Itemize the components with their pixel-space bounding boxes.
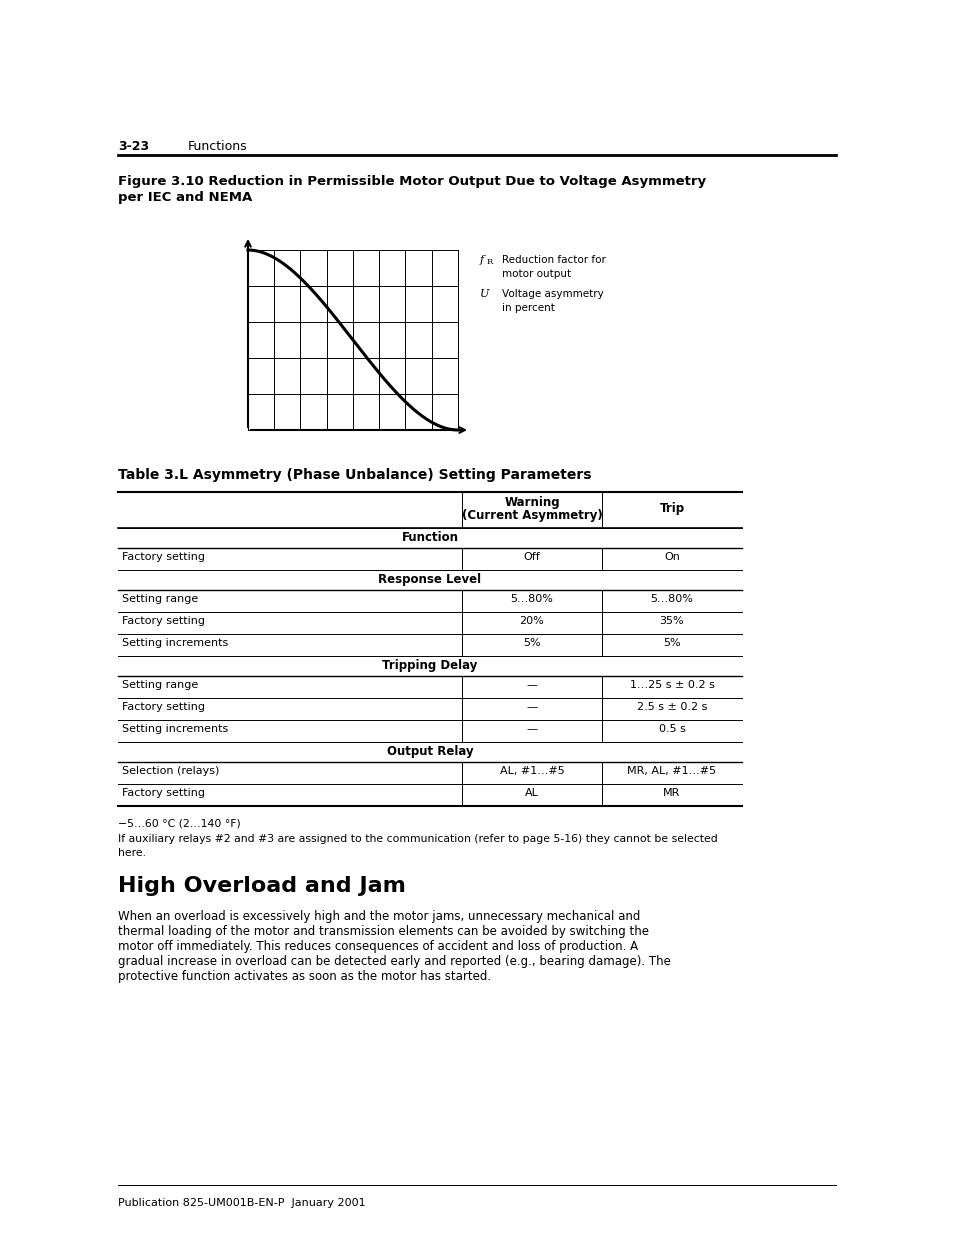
Text: Voltage asymmetry: Voltage asymmetry <box>501 289 603 299</box>
Text: On: On <box>663 552 679 562</box>
Text: U: U <box>479 289 489 299</box>
Text: Function: Function <box>401 531 458 543</box>
Text: If auxiliary relays #2 and #3 are assigned to the communication (refer to page 5: If auxiliary relays #2 and #3 are assign… <box>118 834 717 844</box>
Text: 5%: 5% <box>662 638 680 648</box>
Text: 35%: 35% <box>659 616 683 626</box>
Text: here.: here. <box>118 848 146 858</box>
Text: Setting increments: Setting increments <box>122 724 228 734</box>
Text: 5…80%: 5…80% <box>650 594 693 604</box>
Text: 5%: 5% <box>522 638 540 648</box>
Text: −5…60 °C (2…140 °F): −5…60 °C (2…140 °F) <box>118 818 240 827</box>
Text: Functions: Functions <box>188 140 248 153</box>
Text: Warning: Warning <box>503 496 559 509</box>
Text: thermal loading of the motor and transmission elements can be avoided by switchi: thermal loading of the motor and transmi… <box>118 925 648 939</box>
Text: motor off immediately. This reduces consequences of accident and loss of product: motor off immediately. This reduces cons… <box>118 940 638 953</box>
Text: Reduction factor for: Reduction factor for <box>501 254 605 266</box>
Text: Response Level: Response Level <box>378 573 481 585</box>
Text: per IEC and NEMA: per IEC and NEMA <box>118 191 252 204</box>
Text: Figure 3.10 Reduction in Permissible Motor Output Due to Voltage Asymmetry: Figure 3.10 Reduction in Permissible Mot… <box>118 175 705 188</box>
Text: Setting range: Setting range <box>122 594 198 604</box>
Text: f: f <box>479 254 483 266</box>
Text: Factory setting: Factory setting <box>122 616 205 626</box>
Text: MR, AL, #1…#5: MR, AL, #1…#5 <box>627 766 716 776</box>
Text: Tripping Delay: Tripping Delay <box>382 659 477 672</box>
Text: Factory setting: Factory setting <box>122 701 205 713</box>
Text: Off: Off <box>523 552 539 562</box>
Text: protective function activates as soon as the motor has started.: protective function activates as soon as… <box>118 969 491 983</box>
Text: 1…25 s ± 0.2 s: 1…25 s ± 0.2 s <box>629 680 714 690</box>
Text: 5…80%: 5…80% <box>510 594 553 604</box>
Text: Factory setting: Factory setting <box>122 552 205 562</box>
Text: AL, #1…#5: AL, #1…#5 <box>499 766 564 776</box>
Text: Table 3.L Asymmetry (Phase Unbalance) Setting Parameters: Table 3.L Asymmetry (Phase Unbalance) Se… <box>118 468 591 482</box>
Text: Publication 825-UM001B-EN-P  January 2001: Publication 825-UM001B-EN-P January 2001 <box>118 1198 365 1208</box>
Text: MR: MR <box>662 788 680 798</box>
Text: —: — <box>526 724 537 734</box>
Text: AL: AL <box>524 788 538 798</box>
Text: R: R <box>486 258 493 266</box>
Text: in percent: in percent <box>501 303 555 312</box>
Text: When an overload is excessively high and the motor jams, unnecessary mechanical : When an overload is excessively high and… <box>118 910 639 923</box>
Text: 0.5 s: 0.5 s <box>658 724 684 734</box>
Text: 3-23: 3-23 <box>118 140 149 153</box>
Text: Setting increments: Setting increments <box>122 638 228 648</box>
Text: Factory setting: Factory setting <box>122 788 205 798</box>
Text: Setting range: Setting range <box>122 680 198 690</box>
Text: High Overload and Jam: High Overload and Jam <box>118 876 405 897</box>
Text: motor output: motor output <box>501 269 571 279</box>
Text: gradual increase in overload can be detected early and reported (e.g., bearing d: gradual increase in overload can be dete… <box>118 955 670 968</box>
Text: Selection (relays): Selection (relays) <box>122 766 219 776</box>
Text: (Current Asymmetry): (Current Asymmetry) <box>461 509 601 522</box>
Text: 20%: 20% <box>519 616 544 626</box>
Text: —: — <box>526 680 537 690</box>
Text: 2.5 s ± 0.2 s: 2.5 s ± 0.2 s <box>637 701 706 713</box>
Text: —: — <box>526 701 537 713</box>
Text: Trip: Trip <box>659 501 684 515</box>
Text: Output Relay: Output Relay <box>386 745 473 758</box>
